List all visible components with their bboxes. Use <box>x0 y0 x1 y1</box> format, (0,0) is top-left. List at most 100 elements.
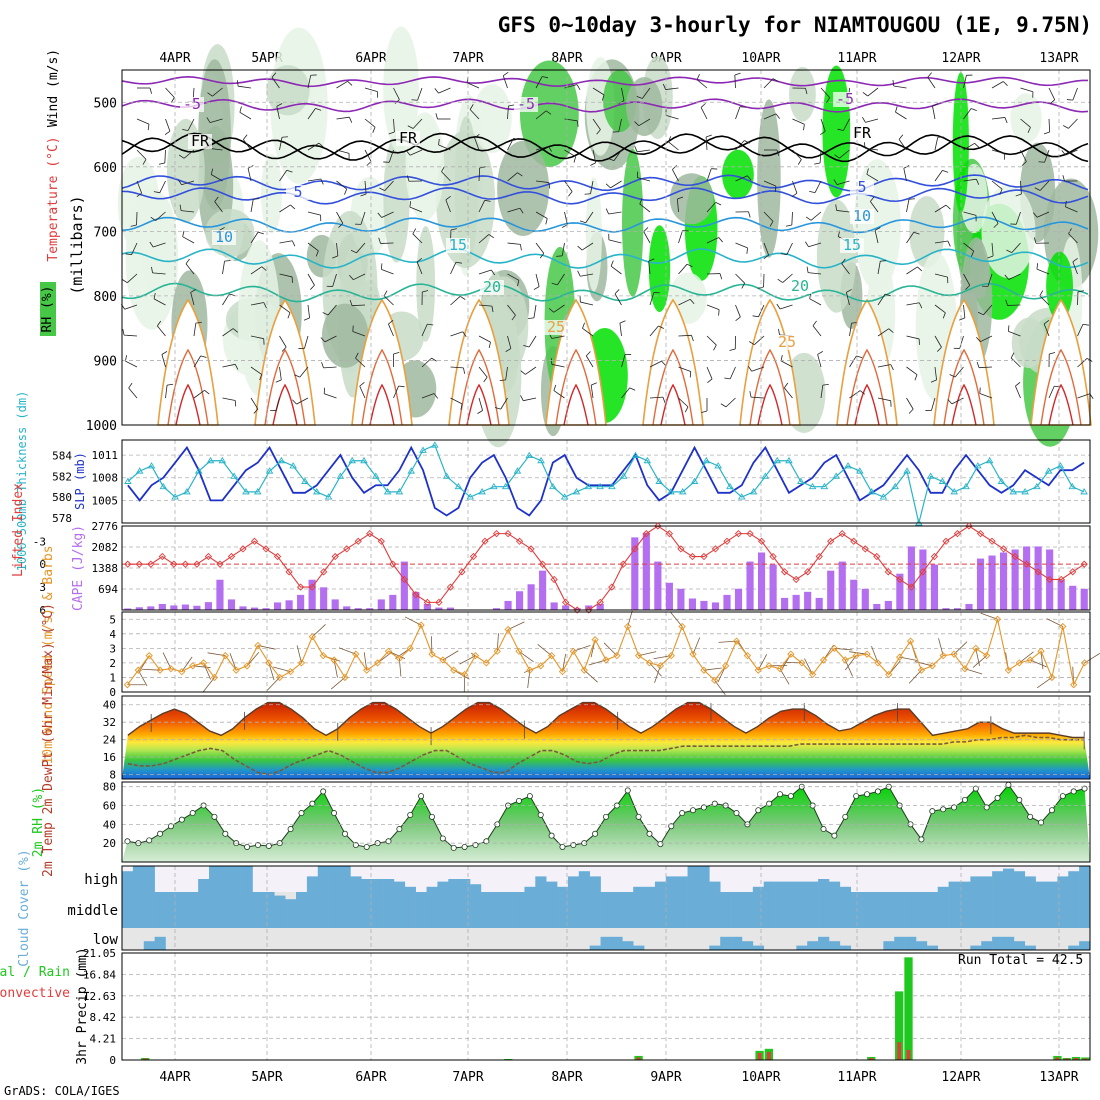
thickness-point <box>242 488 250 495</box>
high-cloud-bar <box>763 881 775 892</box>
cape-bar <box>354 608 362 610</box>
pressure-tick-label: 600 <box>94 161 117 176</box>
wind-barb-feather <box>805 241 809 248</box>
wind-speed-point <box>983 651 991 660</box>
wind-barb-feather <box>488 234 495 239</box>
wind-barb-feather <box>178 179 182 186</box>
wind-barb-feather <box>520 244 522 251</box>
thickness-point <box>442 472 451 479</box>
wind-barb <box>819 149 822 163</box>
top-date-label: 8APR <box>551 51 582 66</box>
wind-barb <box>478 335 491 343</box>
wind-barb <box>564 211 568 225</box>
cape-bar <box>896 573 904 610</box>
wind-speed-point <box>613 651 621 660</box>
wind-barb-feather <box>463 367 466 374</box>
cloud-band-bg <box>122 866 1090 892</box>
convective-precip-bar <box>1083 1058 1088 1060</box>
wind-barb <box>409 206 423 213</box>
wind-tick-label: 4 <box>109 628 116 641</box>
slp-tick-label: 1008 <box>92 472 119 485</box>
middle-cloud-bar <box>285 899 297 928</box>
wind-barb <box>193 355 202 368</box>
cloud-frame <box>121 865 1091 951</box>
middle-cloud-bar <box>198 892 210 928</box>
temperature-contour-35 <box>175 383 201 426</box>
wind-barb <box>352 331 366 337</box>
rh-point <box>222 830 229 837</box>
wind-barb-feather <box>360 193 367 197</box>
middle-cloud-bar <box>143 892 155 928</box>
cape-bar <box>562 605 570 610</box>
temperature-area <box>122 702 1090 779</box>
wind-speed-point <box>123 681 132 689</box>
lifted-index-point <box>631 545 639 553</box>
wind-barb-feather <box>749 341 755 346</box>
wind-barb <box>934 170 943 182</box>
thickness-point <box>596 482 604 490</box>
high-cloud-bar <box>209 866 221 892</box>
low-cloud-bar <box>1013 941 1026 950</box>
temperature-contour <box>121 248 1089 269</box>
wind-barb <box>934 273 948 278</box>
high-cloud-bar <box>589 876 601 892</box>
high-cloud-bar <box>361 879 373 892</box>
top-date-axis: 4APR 5APR 6APR 7APR 8APR 9APR 10APR 11APR 12APR 1… <box>159 51 1078 66</box>
low-cloud-bar <box>807 941 819 950</box>
wind-barb-feather <box>548 182 551 189</box>
wind-barb-feather <box>455 261 462 264</box>
high-cloud-bar <box>524 886 536 892</box>
li-tick-label: 0 <box>39 558 46 571</box>
rh-point <box>603 813 610 820</box>
thickness-point <box>702 456 711 464</box>
wind-barb <box>505 366 508 380</box>
middle-cloud-bar <box>339 892 351 928</box>
cape-bar <box>861 588 869 610</box>
high-cloud-bar <box>404 886 416 892</box>
wind-speed-point <box>384 647 393 655</box>
wind-barb-feather <box>684 406 689 413</box>
surface-wind-barb <box>1030 659 1047 668</box>
wind-barb-feather <box>1082 323 1089 326</box>
wind-barb <box>525 366 537 375</box>
lifted-index-point <box>262 545 270 553</box>
thickness-point <box>194 467 203 474</box>
high-cloud-bar <box>1002 868 1015 892</box>
wind-barb-feather <box>1015 381 1021 387</box>
contour-label-bg <box>850 180 874 195</box>
thickness-point <box>501 482 510 490</box>
slp-line <box>127 445 1085 517</box>
top-date-label: 6APR <box>355 51 386 66</box>
wind-speed-point <box>569 647 578 655</box>
wind-barb <box>307 75 312 89</box>
wind-barb-feather <box>965 285 971 290</box>
middle-cloud-bar <box>567 892 580 928</box>
wind-barb <box>222 363 236 368</box>
thickness-tick-label: 578 <box>52 512 72 525</box>
wind-barb <box>557 273 565 286</box>
wind-barb <box>307 242 319 252</box>
wind-barb-feather <box>1049 99 1055 104</box>
wind-barb <box>193 323 197 337</box>
thickness-point <box>171 493 179 500</box>
wind-barb <box>1020 87 1034 93</box>
surface-wind-barb <box>442 650 459 661</box>
thickness-point <box>1080 488 1088 495</box>
thickness-point <box>490 482 498 490</box>
middle-cloud-bar <box>154 892 166 928</box>
wind-barb-feather <box>643 227 649 232</box>
rh-point <box>124 838 131 845</box>
thickness-point <box>726 482 734 490</box>
wind-barb <box>417 87 423 101</box>
wind-barb <box>1065 206 1078 213</box>
low-cloud-bar <box>622 941 634 950</box>
wind-barb <box>1008 330 1021 337</box>
wind-barb-feather <box>271 72 277 78</box>
low-cloud-bar <box>828 941 841 950</box>
wind-barb-feather <box>976 361 980 368</box>
wind-barb <box>243 139 252 151</box>
wind-barb <box>304 335 309 349</box>
thickness-point <box>407 467 416 474</box>
upper-air-panel: -5 -5 -5 FR FR FR 5 5 10 10 15 15 20 20 25 25 500 600 700 8… <box>40 26 1099 448</box>
wind-barb-feather <box>190 289 197 293</box>
